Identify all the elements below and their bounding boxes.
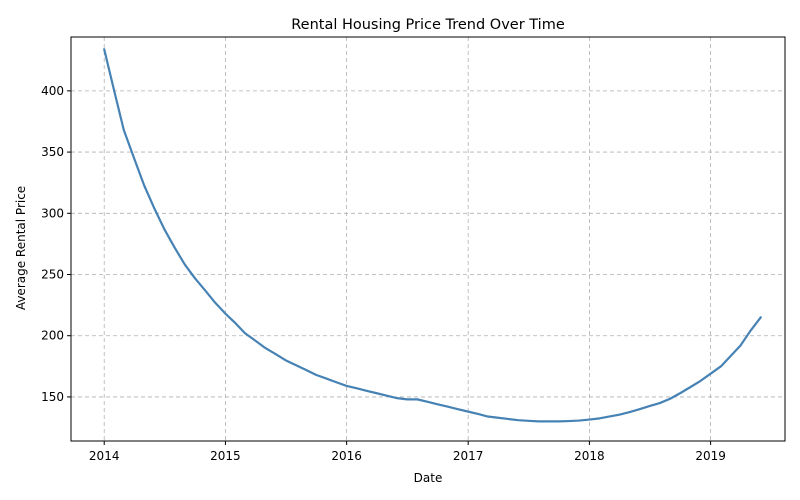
series-line	[103, 48, 762, 423]
y-tick-label: 400	[41, 84, 64, 98]
plot-frame	[70, 36, 786, 442]
y-tick-label: 250	[41, 268, 64, 282]
x-tick-label: 2015	[210, 449, 241, 463]
grid-lines	[71, 37, 785, 441]
x-tick-label: 2017	[453, 449, 484, 463]
axis-ticks: 2014 2015 2016 2017 2018 2019 150 200 250 300 350 4…	[41, 84, 726, 463]
y-tick-label: 200	[41, 329, 64, 343]
x-tick-label: 2018	[574, 449, 605, 463]
y-tick-label: 150	[41, 390, 64, 404]
x-tick-label: 2019	[695, 449, 726, 463]
x-tick-label: 2016	[331, 449, 362, 463]
y-axis-title: Average Rental Price	[14, 186, 28, 310]
y-tick-label: 350	[41, 145, 64, 159]
chart-title: Rental Housing Price Trend Over Time	[291, 17, 565, 33]
x-axis-title: Date	[414, 471, 443, 485]
y-tick-label: 300	[41, 206, 64, 220]
series-layer	[103, 48, 762, 423]
x-tick-label: 2014	[89, 449, 120, 463]
